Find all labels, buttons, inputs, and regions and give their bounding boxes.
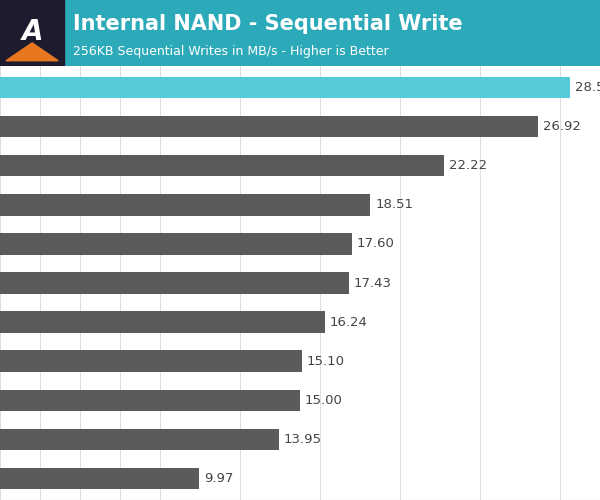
- Text: 18.51: 18.51: [375, 198, 413, 211]
- Text: 17.43: 17.43: [353, 276, 392, 289]
- Text: 17.60: 17.60: [357, 238, 395, 250]
- Bar: [0, 312, 325, 333]
- Bar: [0, 155, 445, 176]
- Text: 15.00: 15.00: [305, 394, 343, 407]
- Text: 13.95: 13.95: [284, 433, 322, 446]
- Text: 256KB Sequential Writes in MB/s - Higher is Better: 256KB Sequential Writes in MB/s - Higher…: [73, 45, 389, 58]
- Text: 15.10: 15.10: [307, 354, 345, 368]
- Text: 16.24: 16.24: [330, 316, 368, 328]
- Text: 26.92: 26.92: [544, 120, 581, 133]
- Bar: [0, 116, 538, 138]
- Bar: [0, 350, 302, 372]
- Bar: [0, 194, 370, 216]
- Bar: [0, 233, 352, 254]
- Text: 28.52: 28.52: [575, 81, 600, 94]
- Bar: [0, 428, 279, 450]
- Text: A: A: [22, 18, 43, 46]
- Text: 9.97: 9.97: [205, 472, 234, 485]
- Bar: [0, 272, 349, 294]
- Bar: [0, 468, 199, 489]
- Text: Internal NAND - Sequential Write: Internal NAND - Sequential Write: [73, 14, 463, 34]
- Text: 22.22: 22.22: [449, 159, 488, 172]
- Bar: [0, 390, 300, 411]
- Bar: [0, 77, 571, 98]
- Polygon shape: [6, 43, 58, 60]
- Bar: [0, 0, 64, 66]
